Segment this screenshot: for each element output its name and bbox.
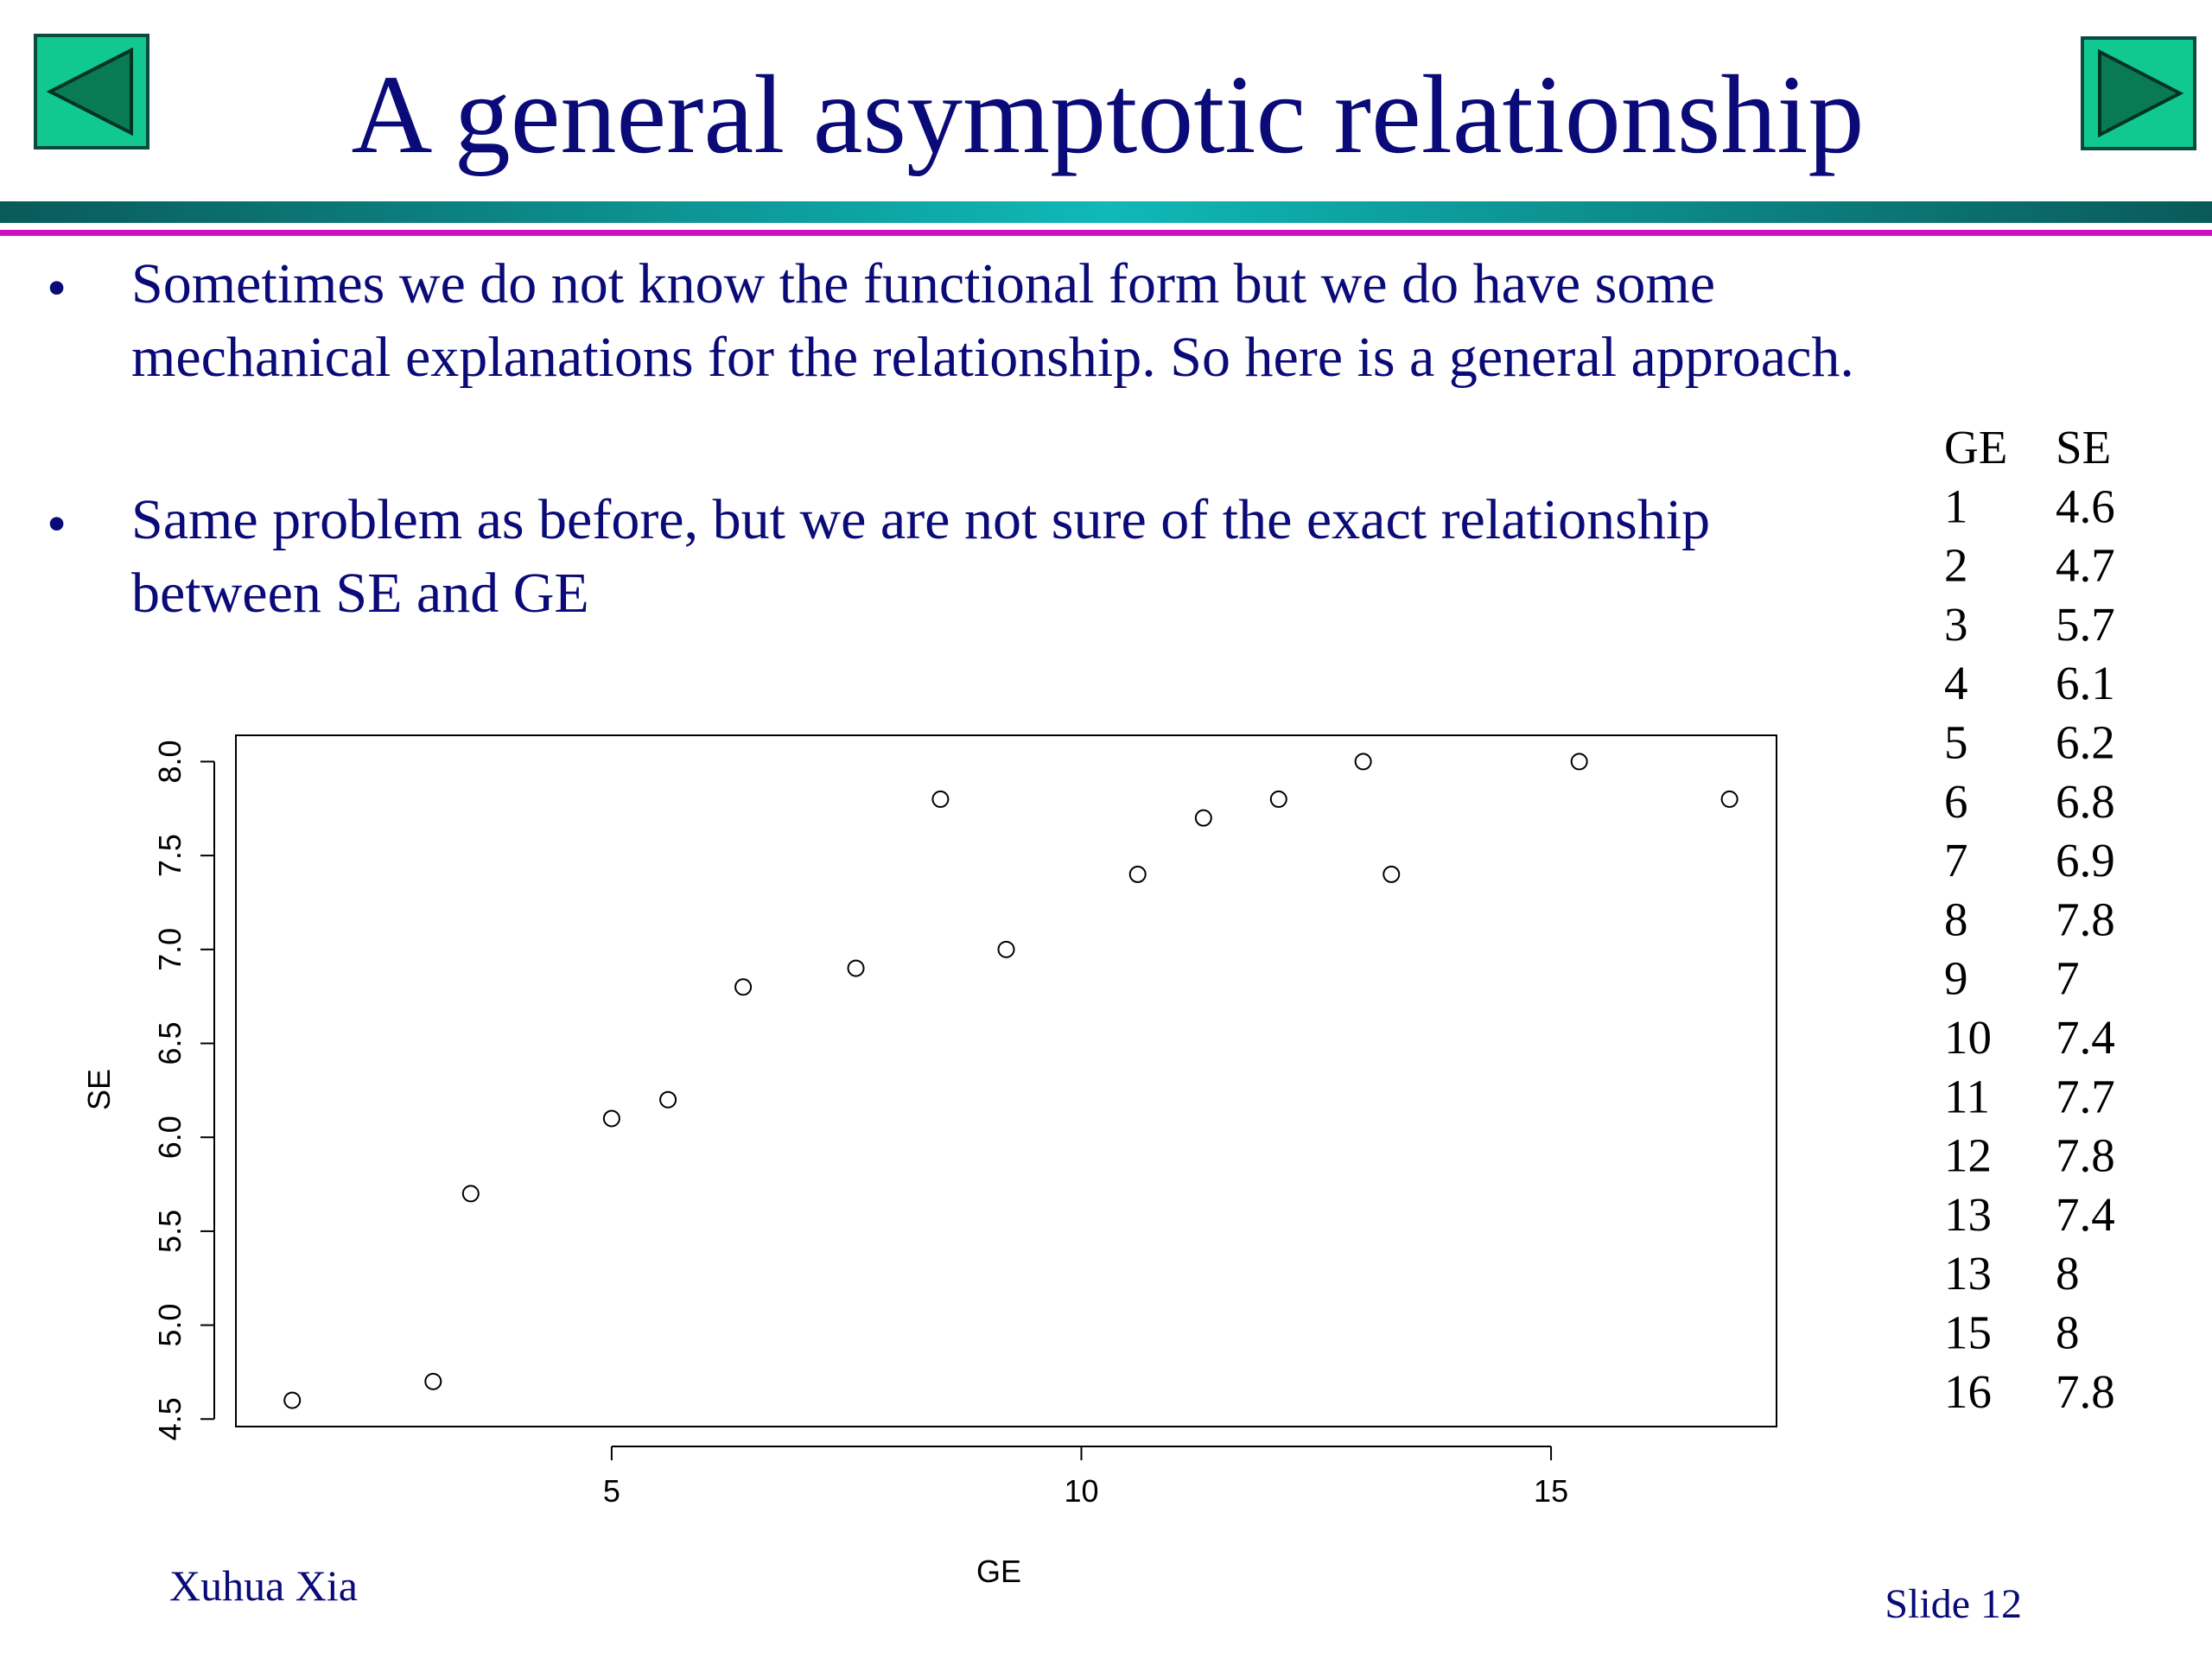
title-rule-accent — [0, 230, 2212, 236]
table-cell: 6.8 — [2056, 775, 2115, 828]
table-header: GE — [1944, 421, 2007, 474]
y-tick-label: 7.0 — [152, 928, 188, 971]
point — [1720, 790, 1738, 808]
table-cell: 16 — [1944, 1365, 1992, 1418]
point — [734, 978, 753, 996]
table-cell: 11 — [1944, 1070, 1990, 1122]
bullet-text: Sometimes we do not know the functional … — [131, 252, 1854, 389]
table-cell: 7 — [2056, 952, 2080, 1005]
table-cell: 6.1 — [2056, 657, 2115, 709]
table-cell: 10 — [1944, 1011, 1992, 1064]
table-cell: 4.6 — [2056, 480, 2115, 532]
table-cell: 8 — [2056, 1306, 2080, 1359]
table-cell: 7.8 — [2056, 893, 2115, 945]
table-cell: 15 — [1944, 1306, 1992, 1359]
prev-button[interactable] — [34, 34, 149, 149]
table-cell: 4.7 — [2056, 539, 2115, 592]
table-cell: 13 — [1944, 1188, 1992, 1241]
y-tick-label: 4.5 — [152, 1397, 188, 1440]
bullet-text: Same problem as before, but we are not s… — [131, 488, 1711, 625]
point — [659, 1090, 677, 1109]
table-cell: 2 — [1944, 539, 1968, 592]
table-cell: 9 — [1944, 952, 1968, 1005]
slide-title: A general asymptotic relationship — [352, 53, 1865, 177]
bullet-dot: • — [47, 493, 67, 556]
table-header: SE — [2056, 421, 2111, 474]
plot-frame — [235, 734, 1777, 1427]
plot: 4.5 5.0 5.5 6.0 6.5 7.0 7.5 8.0 5 10 15 GE SE — [81, 734, 1777, 1589]
point — [931, 790, 950, 808]
table-cell: 1 — [1944, 480, 1968, 532]
table-cell: 6.2 — [2056, 716, 2115, 769]
table-cell: 6.9 — [2056, 834, 2115, 887]
table-cell: 12 — [1944, 1129, 1992, 1182]
y-axis-label: SE — [81, 1069, 117, 1110]
point — [1128, 865, 1147, 883]
point — [283, 1391, 302, 1409]
table-cell: 5 — [1944, 716, 1968, 769]
title-rule — [0, 201, 2212, 223]
footer-author: Xuhua Xia — [169, 1561, 358, 1610]
table-cell: 7.4 — [2056, 1011, 2115, 1064]
y-tick-label: 6.5 — [152, 1021, 188, 1065]
table-cell: 8 — [2056, 1247, 2080, 1300]
table-cell: 7.8 — [2056, 1365, 2115, 1418]
table-cell: 3 — [1944, 598, 1968, 651]
y-tick-label: 5.0 — [152, 1304, 188, 1347]
table-cell: 7.4 — [2056, 1188, 2115, 1241]
point — [1354, 753, 1372, 771]
bullet-dot: • — [47, 257, 67, 320]
table-cell: 7.7 — [2056, 1070, 2115, 1122]
table-cell: 5.7 — [2056, 598, 2115, 651]
table-cell: 7.8 — [2056, 1129, 2115, 1182]
point — [424, 1372, 442, 1390]
table-cell: 8 — [1944, 893, 1968, 945]
table-cell: 7 — [1944, 834, 1968, 887]
y-tick-label: 5.5 — [152, 1210, 188, 1253]
table-cell: 13 — [1944, 1247, 1992, 1300]
y-tick-label: 6.0 — [152, 1116, 188, 1159]
x-tick-label: 15 — [1534, 1473, 1568, 1509]
table-cell: 4 — [1944, 657, 1968, 709]
next-button[interactable] — [2081, 36, 2196, 150]
point — [847, 959, 865, 977]
point — [1570, 753, 1588, 771]
point — [461, 1185, 480, 1203]
point — [1269, 790, 1287, 808]
y-tick-label: 7.5 — [152, 834, 188, 877]
y-tick-label: 8.0 — [152, 740, 188, 783]
x-tick-label: 10 — [1064, 1473, 1098, 1509]
point — [1194, 809, 1212, 827]
point — [1382, 865, 1401, 883]
point — [602, 1109, 620, 1128]
table-cell: 6 — [1944, 775, 1968, 828]
x-axis-label: GE — [976, 1554, 1021, 1589]
point — [997, 940, 1015, 958]
slide-number: Slide 12 — [1885, 1581, 2022, 1627]
x-tick-label: 5 — [603, 1473, 620, 1509]
